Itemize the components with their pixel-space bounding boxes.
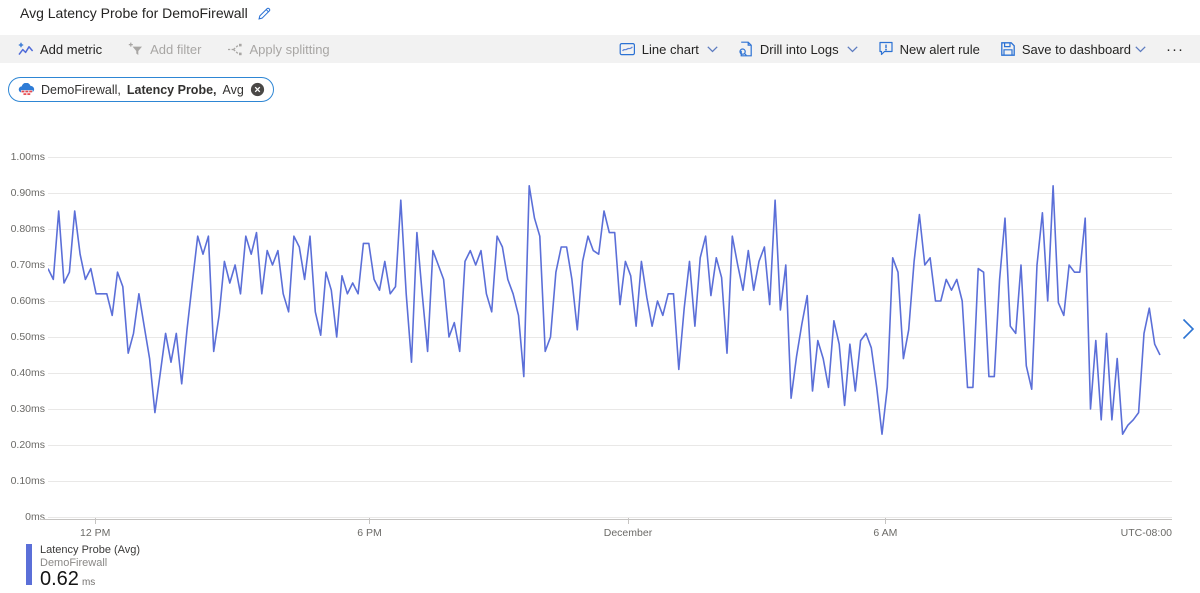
y-axis-tick-label: 0.30ms [10, 403, 45, 415]
gridline [48, 265, 1172, 266]
add-filter-icon [128, 42, 143, 55]
save-to-dashboard-button[interactable]: Save to dashboard [1000, 41, 1146, 57]
gridline [48, 193, 1172, 194]
gridline [48, 229, 1172, 230]
chart-command-bar: Add metric Add filter Apply splitting [0, 35, 1200, 63]
metric-line [48, 184, 1161, 436]
new-alert-rule-label: New alert rule [899, 41, 980, 57]
drill-into-logs-button[interactable]: Drill into Logs [738, 41, 858, 57]
x-axis-tick [627, 518, 629, 524]
pill-metric: Latency Probe, [126, 82, 217, 97]
add-filter-label: Add filter [150, 41, 202, 57]
gridline [48, 157, 1172, 158]
gridline [48, 445, 1172, 446]
latency-line-series [48, 184, 1161, 436]
y-axis-tick-label: 0.80ms [10, 223, 45, 235]
y-axis-tick-label: 0.50ms [10, 331, 45, 343]
x-axis-tick [885, 518, 887, 524]
legend-value-number: 0.62 [40, 568, 79, 590]
pill-aggregation: Avg [222, 82, 244, 97]
chart-type-label: Line chart [641, 41, 699, 57]
firewall-resource-icon [18, 82, 35, 95]
y-axis-tick-label: 1.00ms [10, 151, 45, 163]
y-axis-tick-label: 0.60ms [10, 295, 45, 307]
x-axis-tick-label: December [603, 527, 653, 539]
add-metric-button[interactable]: Add metric [18, 42, 102, 57]
chevron-down-icon [707, 45, 718, 52]
gridline [48, 517, 1172, 518]
x-axis-tick-label: 6 PM [357, 527, 382, 539]
apply-splitting-label: Apply splitting [249, 41, 330, 57]
gridline [48, 481, 1172, 482]
apply-splitting-icon [228, 43, 243, 55]
y-axis-tick-label: 0.10ms [10, 475, 45, 487]
command-bar-right: Line chart Drill into Logs [619, 41, 1200, 58]
legend-value-unit: ms [81, 577, 96, 588]
page-title: Avg Latency Probe for DemoFirewall [20, 5, 248, 21]
metric-pill[interactable]: DemoFirewall, Latency Probe, Avg [8, 77, 274, 102]
add-metric-label: Add metric [40, 41, 103, 57]
add-metric-icon [18, 42, 34, 55]
chart-type-button[interactable]: Line chart [619, 41, 718, 57]
legend-color-bar [26, 544, 32, 585]
x-axis-tick-label: 6 AM [873, 527, 898, 539]
more-options-button[interactable]: ··· [1166, 40, 1184, 58]
chevron-down-icon [846, 45, 858, 52]
edit-title-icon[interactable] [257, 6, 272, 21]
y-axis-tick-label: 0.90ms [10, 187, 45, 199]
x-axis-tick [369, 518, 371, 524]
timezone-label: UTC-08:00 [1120, 527, 1172, 539]
new-alert-rule-button[interactable]: New alert rule [878, 41, 980, 57]
apply-splitting-button[interactable]: Apply splitting [227, 41, 330, 57]
drill-into-logs-label: Drill into Logs [759, 41, 839, 57]
x-axis-line [40, 519, 1172, 520]
y-axis-tick-label: 0ms [25, 511, 45, 523]
gridline [48, 373, 1172, 374]
legend-resource-label: DemoFirewall [40, 557, 108, 569]
legend-text: Latency Probe (Avg) DemoFirewall 0.62 ms [40, 544, 140, 589]
y-axis-tick-label: 0.20ms [10, 439, 45, 451]
save-to-dashboard-label: Save to dashboard [1021, 41, 1131, 57]
chevron-down-icon [1135, 45, 1146, 52]
pill-resource: DemoFirewall, [41, 82, 121, 97]
chart-legend[interactable]: Latency Probe (Avg) DemoFirewall 0.62 ms [26, 544, 140, 589]
save-to-dashboard-icon [1001, 42, 1015, 56]
y-axis-tick-label: 0.40ms [10, 367, 45, 379]
gridline [48, 337, 1172, 338]
y-axis-tick-label: 0.70ms [10, 259, 45, 271]
remove-metric-icon[interactable] [250, 82, 265, 97]
drill-into-logs-icon [739, 41, 752, 57]
new-alert-rule-icon [879, 41, 893, 56]
x-axis-tick-label: 12 PM [80, 527, 111, 539]
gridline [48, 409, 1172, 410]
gridline [48, 301, 1172, 302]
add-filter-button[interactable]: Add filter [128, 42, 201, 57]
x-axis-tick [95, 518, 97, 524]
chart-scroll-right-button[interactable] [1182, 318, 1195, 343]
chevron-right-icon [1182, 318, 1195, 340]
legend-metric-label: Latency Probe (Avg) [40, 544, 141, 556]
legend-value: 0.62 ms [40, 569, 140, 589]
line-chart-icon [619, 42, 635, 56]
command-bar-left: Add metric Add filter Apply splitting [0, 42, 330, 57]
title-row: Avg Latency Probe for DemoFirewall [20, 5, 272, 21]
